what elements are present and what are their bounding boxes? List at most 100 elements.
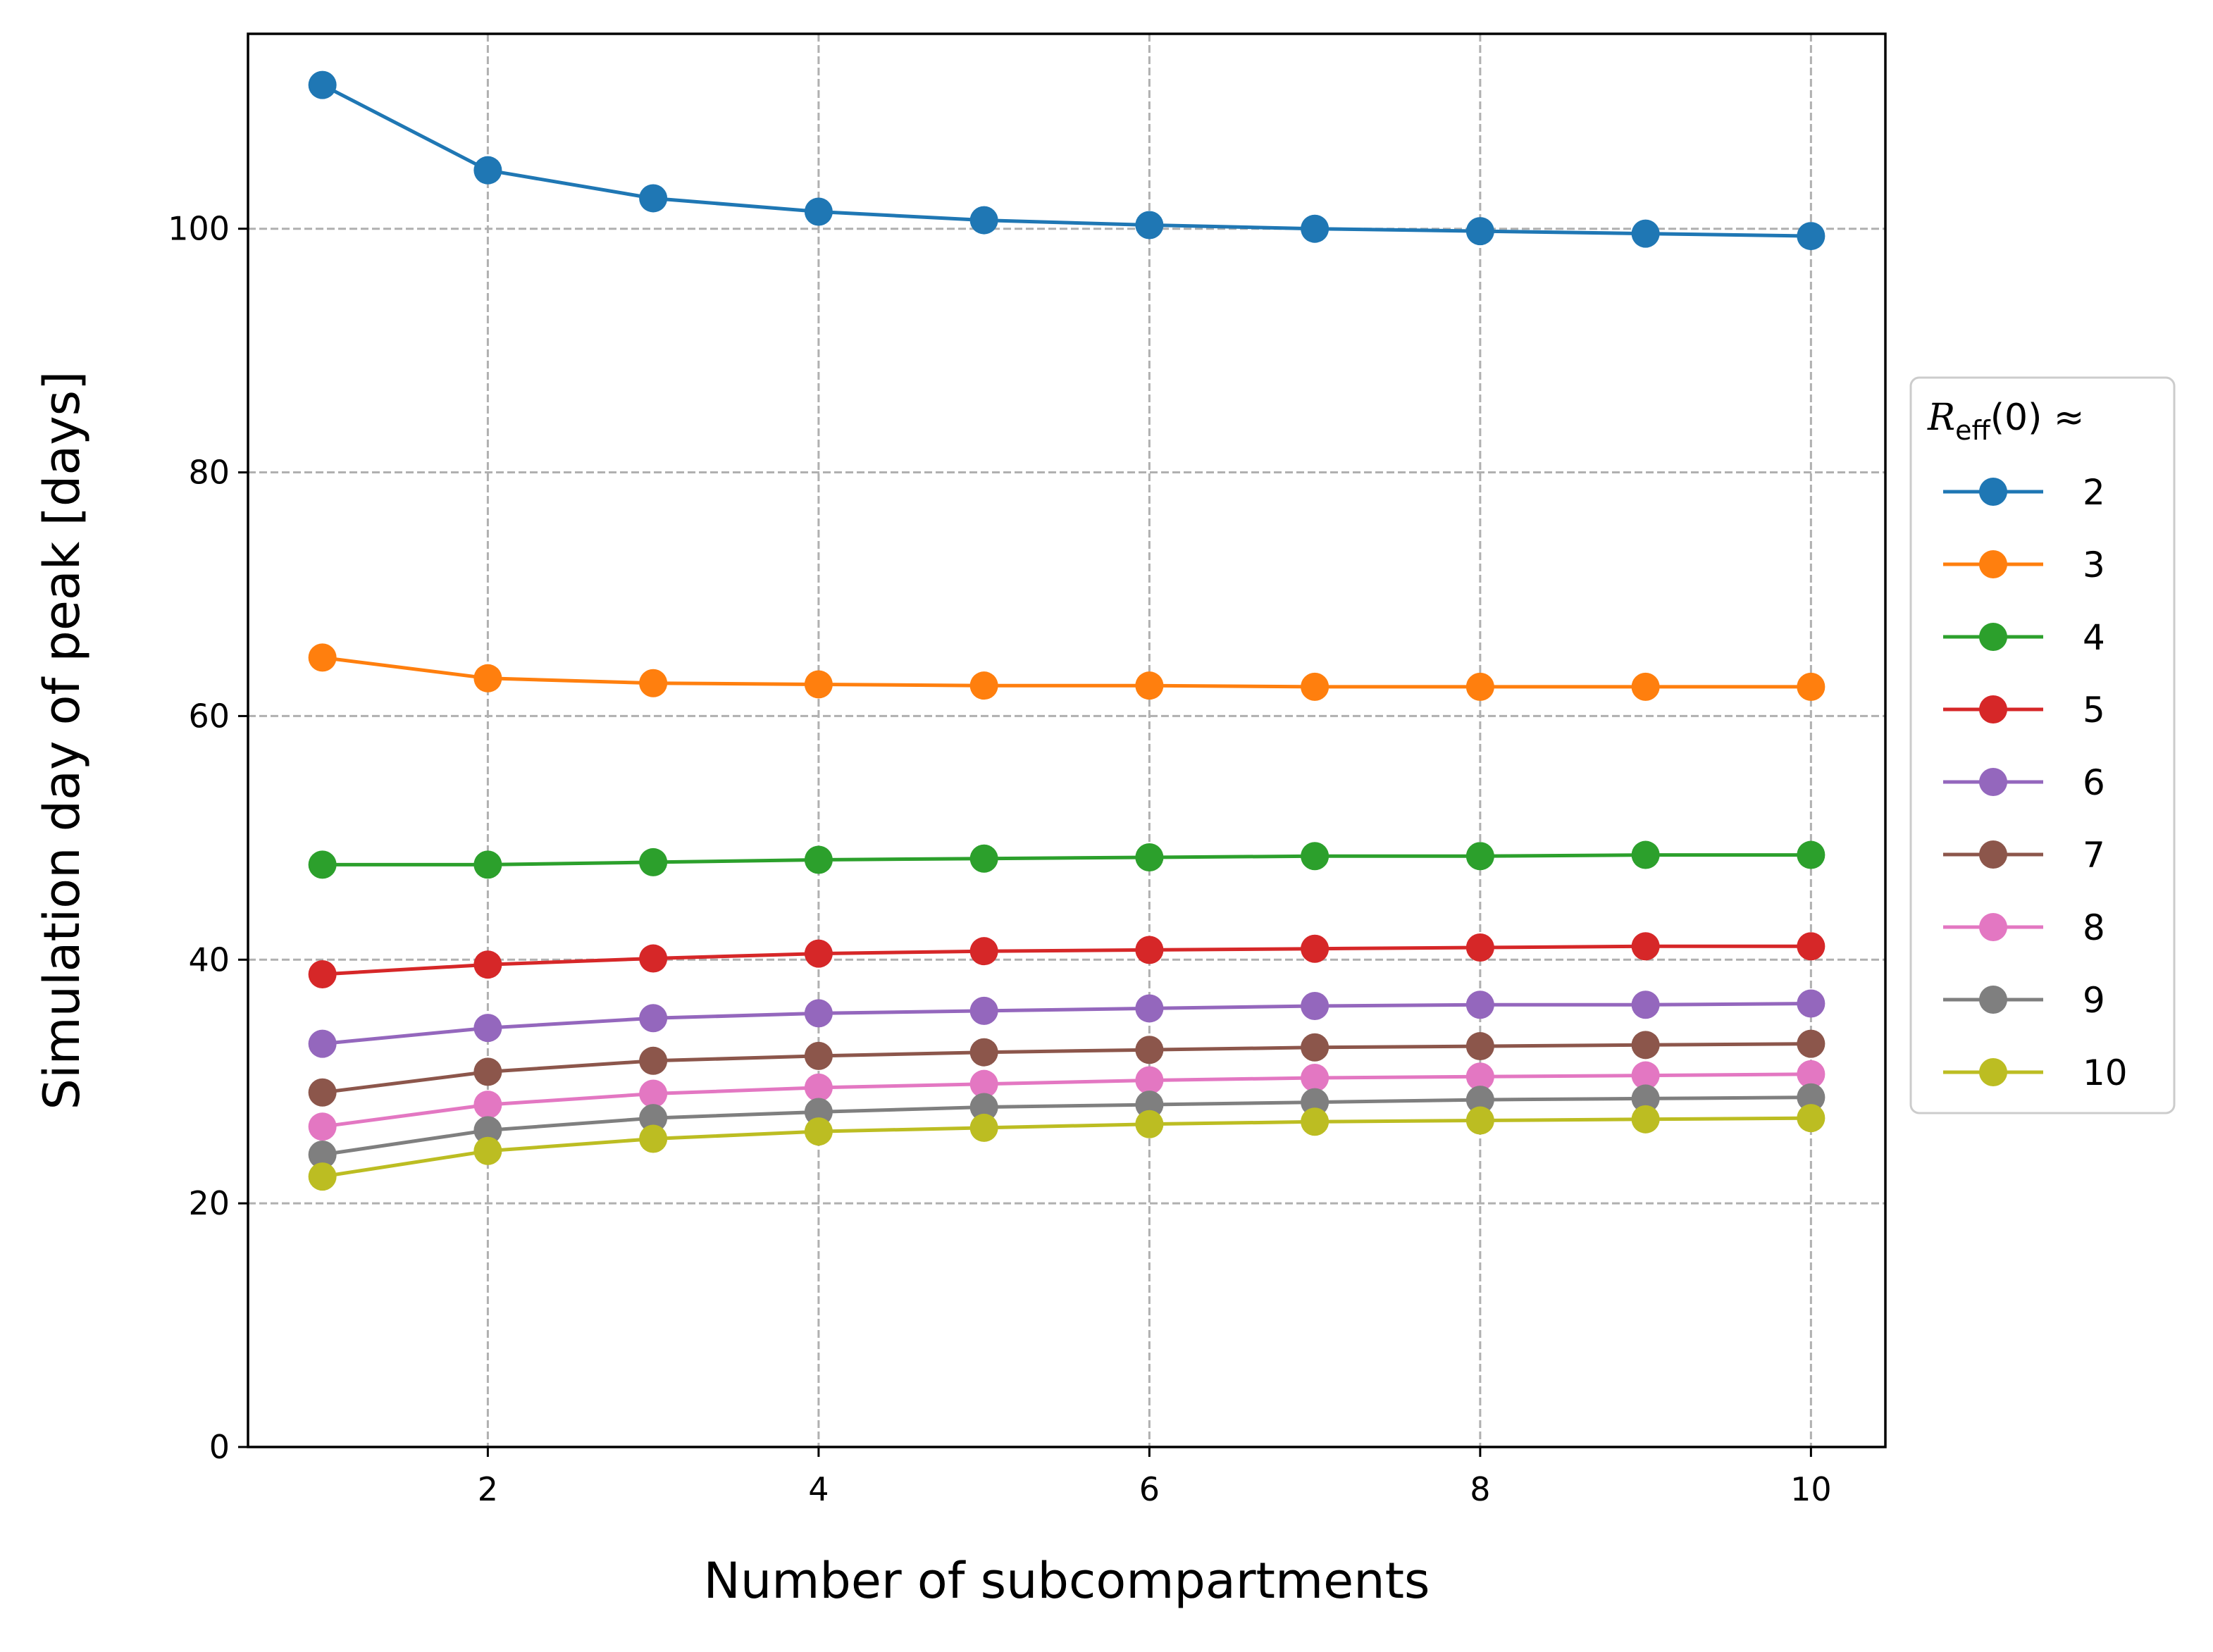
data-point bbox=[969, 206, 998, 235]
x-tick-label: 6 bbox=[1139, 1470, 1160, 1508]
data-point bbox=[804, 1117, 833, 1146]
series-7 bbox=[308, 1029, 1825, 1107]
legend-label: 4 bbox=[2083, 617, 2105, 658]
data-point bbox=[308, 850, 337, 879]
data-point bbox=[804, 1073, 833, 1102]
data-point bbox=[639, 1104, 668, 1133]
data-point bbox=[639, 669, 668, 697]
data-point bbox=[473, 1136, 502, 1165]
series-10 bbox=[308, 1104, 1825, 1191]
y-axis-label: Simulation day of peak [days] bbox=[33, 371, 91, 1110]
y-tick-label: 40 bbox=[188, 940, 230, 979]
data-point bbox=[1465, 217, 1494, 246]
data-point bbox=[639, 847, 668, 876]
series-line bbox=[322, 1072, 1811, 1129]
series-line bbox=[322, 1095, 1811, 1157]
data-point bbox=[639, 1046, 668, 1075]
data-point bbox=[1797, 1083, 1825, 1112]
data-point bbox=[1135, 1036, 1164, 1064]
data-point bbox=[1301, 991, 1329, 1020]
x-axis-label: Number of subcompartments bbox=[703, 1552, 1430, 1610]
data-point bbox=[1797, 932, 1825, 961]
legend-label: 2 bbox=[2083, 472, 2105, 513]
y-tick-label: 100 bbox=[168, 210, 230, 248]
data-point bbox=[1465, 1032, 1494, 1061]
data-point bbox=[1465, 990, 1494, 1019]
legend-item-9: 9 bbox=[1943, 980, 2105, 1021]
data-point bbox=[969, 937, 998, 966]
series-6 bbox=[308, 989, 1825, 1058]
y-tick-label: 80 bbox=[188, 454, 230, 492]
data-point bbox=[969, 844, 998, 873]
data-point bbox=[473, 156, 502, 185]
legend-marker bbox=[1979, 623, 2007, 651]
data-point bbox=[308, 960, 337, 989]
data-point bbox=[1465, 842, 1494, 871]
data-point bbox=[308, 1162, 337, 1191]
y-tick-label: 0 bbox=[209, 1428, 230, 1466]
data-point bbox=[1301, 672, 1329, 701]
data-point bbox=[1631, 1105, 1660, 1134]
data-point bbox=[1465, 1086, 1494, 1114]
data-point bbox=[639, 1004, 668, 1033]
legend-label: 6 bbox=[2083, 762, 2105, 803]
legend-item-4: 4 bbox=[1943, 617, 2105, 658]
data-point bbox=[969, 1038, 998, 1067]
data-point bbox=[1631, 932, 1660, 961]
data-point bbox=[1465, 1062, 1494, 1091]
data-point bbox=[1135, 1091, 1164, 1119]
data-point bbox=[1135, 1110, 1164, 1138]
series-4 bbox=[308, 840, 1825, 879]
data-point bbox=[639, 944, 668, 973]
data-point bbox=[1135, 994, 1164, 1023]
series-5 bbox=[308, 932, 1825, 989]
data-point bbox=[1301, 934, 1329, 963]
data-point bbox=[473, 1057, 502, 1086]
data-point bbox=[1631, 1031, 1660, 1060]
data-point bbox=[473, 664, 502, 693]
plot-frame bbox=[247, 32, 1887, 1448]
legend-item-5: 5 bbox=[1943, 690, 2105, 731]
data-point bbox=[1465, 1106, 1494, 1135]
data-point bbox=[1797, 840, 1825, 869]
y-tick-label: 60 bbox=[188, 697, 230, 735]
series-8 bbox=[308, 1060, 1825, 1141]
legend-item-7: 7 bbox=[1943, 835, 2105, 876]
series-line bbox=[322, 1042, 1811, 1095]
data-point bbox=[1631, 840, 1660, 869]
data-point bbox=[969, 1093, 998, 1122]
series-9 bbox=[308, 1083, 1825, 1169]
data-point bbox=[308, 1078, 337, 1107]
data-point bbox=[1797, 222, 1825, 251]
legend-marker bbox=[1979, 986, 2007, 1014]
legend-item-3: 3 bbox=[1943, 545, 2105, 585]
y-tick-label: 20 bbox=[188, 1184, 230, 1222]
legend-marker bbox=[1979, 478, 2007, 506]
data-point bbox=[1301, 1088, 1329, 1117]
data-point bbox=[1465, 933, 1494, 962]
series-line bbox=[322, 655, 1811, 689]
series-3 bbox=[308, 643, 1825, 701]
data-point bbox=[473, 950, 502, 979]
data-point bbox=[473, 1116, 502, 1145]
data-point bbox=[969, 671, 998, 700]
series-2 bbox=[308, 70, 1825, 251]
data-point bbox=[969, 1069, 998, 1098]
data-point bbox=[639, 1124, 668, 1153]
legend-label: 3 bbox=[2083, 545, 2105, 585]
data-point bbox=[1301, 214, 1329, 243]
data-point bbox=[308, 70, 337, 99]
data-point bbox=[969, 1113, 998, 1142]
data-point bbox=[804, 1098, 833, 1126]
legend-marker bbox=[1979, 1058, 2007, 1086]
data-point bbox=[308, 1112, 337, 1141]
x-tick-label: 8 bbox=[1470, 1470, 1490, 1508]
legend-marker bbox=[1979, 695, 2007, 723]
x-tick-label: 2 bbox=[478, 1470, 498, 1508]
legend-marker bbox=[1979, 840, 2007, 869]
data-point bbox=[1301, 1033, 1329, 1062]
legend-label: 5 bbox=[2083, 690, 2105, 731]
data-point bbox=[804, 1041, 833, 1070]
